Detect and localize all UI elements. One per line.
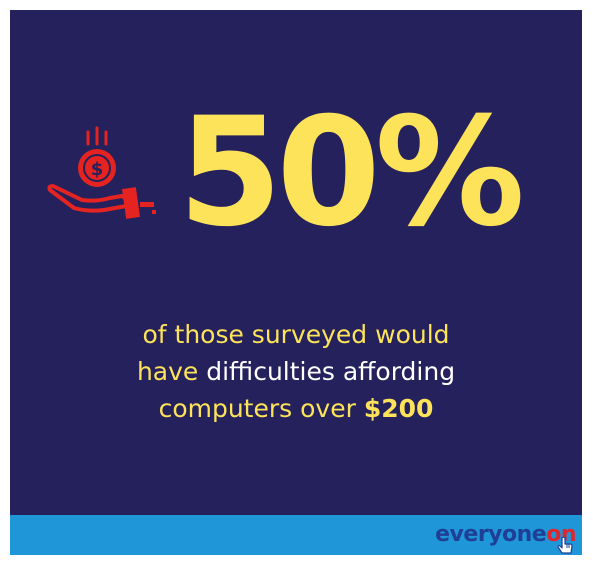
hand-with-dollar-coin-icon: $ bbox=[47, 126, 156, 219]
caption-line-1: of those surveyed would bbox=[142, 320, 450, 349]
brand-logo: everyoneon bbox=[435, 523, 576, 547]
hero-section: $ 50% bbox=[10, 98, 582, 258]
stat-caption: of those surveyed would have difficultie… bbox=[10, 316, 582, 427]
svg-text:$: $ bbox=[91, 159, 104, 180]
stat-value: 50% bbox=[178, 86, 525, 260]
footer-bar: everyoneon bbox=[10, 515, 582, 555]
caption-line-3: computers over $200 bbox=[10, 390, 582, 427]
caption-amount: $200 bbox=[363, 394, 434, 423]
brand-name-part-1: everyone bbox=[435, 522, 547, 547]
caption-highlight: difficulties affording bbox=[206, 357, 456, 386]
caption-line-3-a: computers over bbox=[158, 394, 364, 423]
infographic-card: $ 50% of those surveyed would have diffi… bbox=[10, 10, 582, 555]
brand-name-part-2: on bbox=[546, 522, 576, 547]
pointer-hand-icon bbox=[557, 537, 573, 554]
caption-line-2-a: have bbox=[136, 357, 207, 386]
caption-line-2: have difficulties affording bbox=[10, 353, 582, 390]
